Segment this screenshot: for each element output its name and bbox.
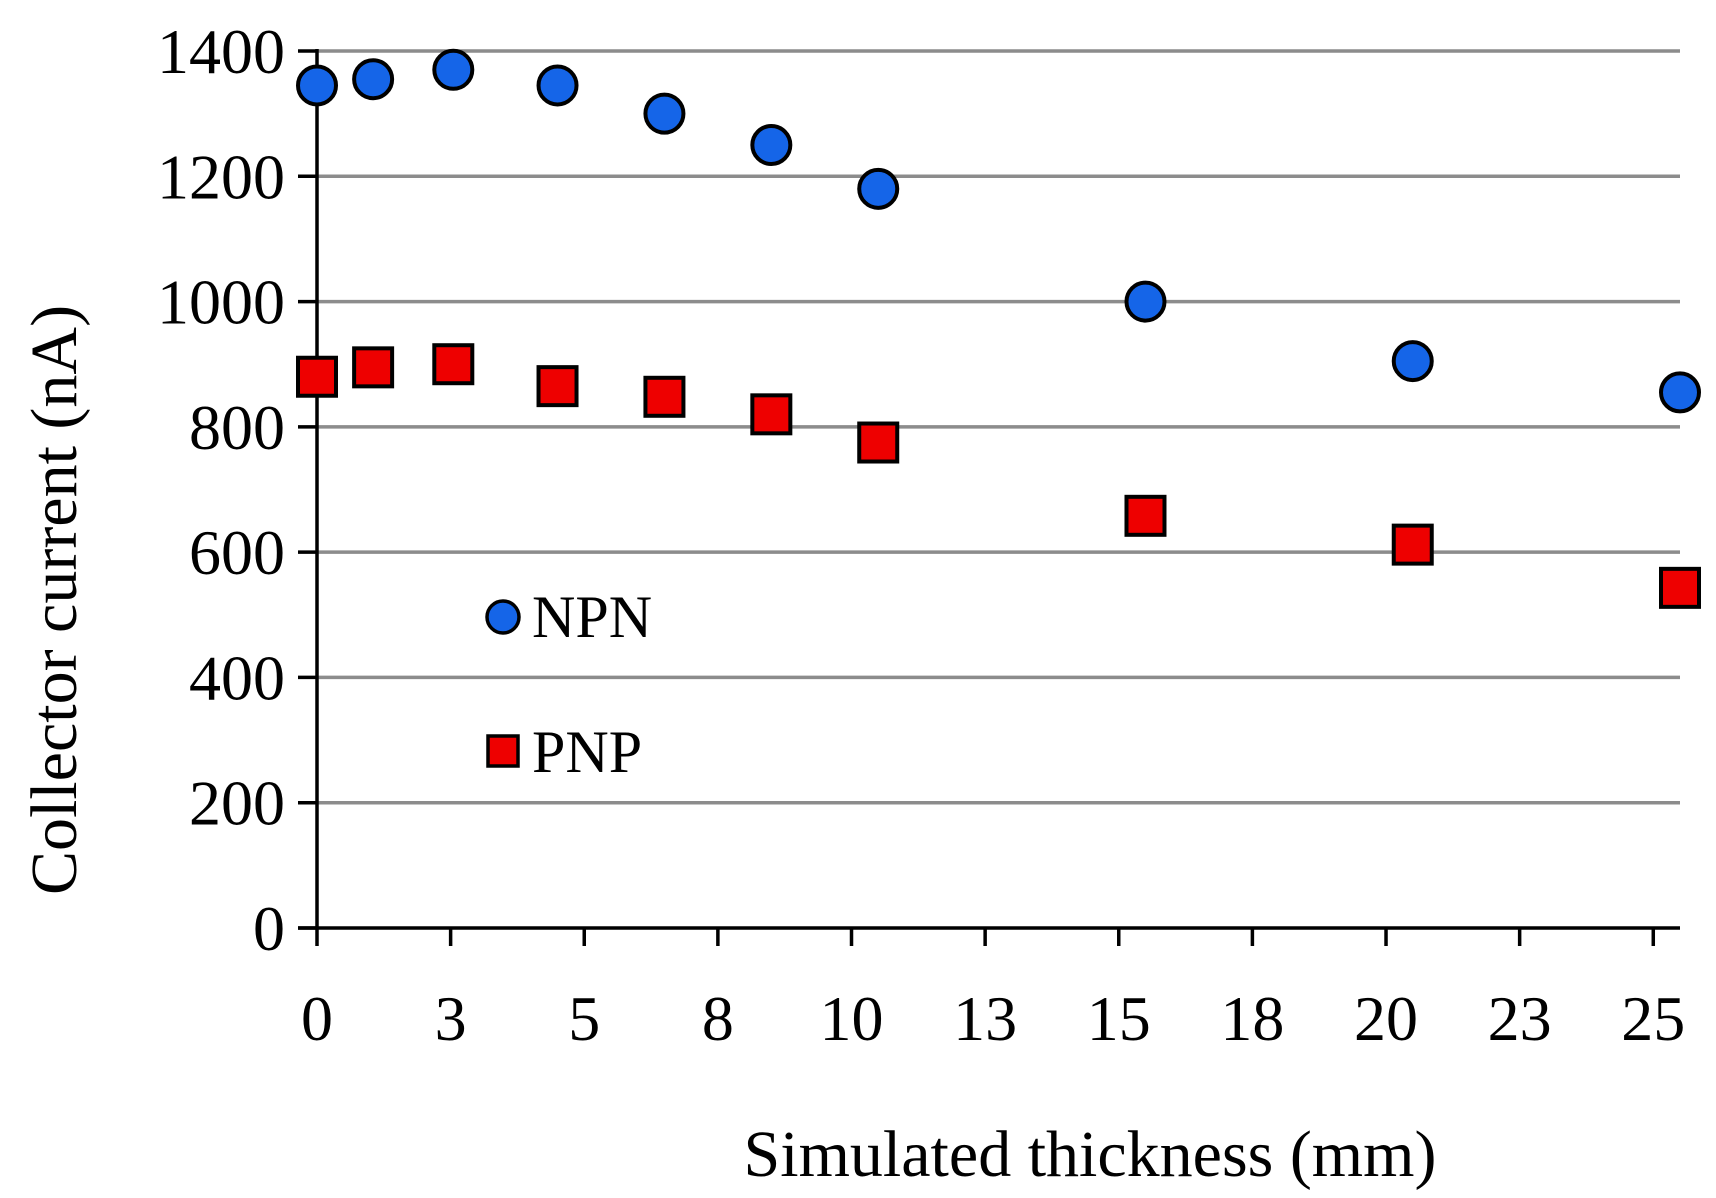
x-tick-label-8: 8 <box>702 983 734 1054</box>
pnp-point-6 <box>857 421 900 464</box>
pnp-point-4 <box>643 375 686 418</box>
y-tick-label-400: 400 <box>189 642 285 713</box>
pnp-point-2 <box>432 343 475 386</box>
y-tick-label-600: 600 <box>189 517 285 588</box>
pnp-point-5 <box>750 393 793 436</box>
x-tick-label-20: 20 <box>1354 983 1418 1054</box>
legend-pnp-label: PNP <box>532 719 642 785</box>
npn-point-1 <box>352 58 395 101</box>
x-tick-label-0: 0 <box>301 983 333 1054</box>
y-tick-label-1200: 1200 <box>157 141 285 212</box>
pnp-point-3 <box>536 365 579 408</box>
npn-point-6 <box>857 167 900 210</box>
npn-point-9 <box>1659 371 1701 414</box>
gridlines <box>317 49 1680 805</box>
data-marks <box>296 48 1701 609</box>
legend-npn-marker <box>485 599 521 635</box>
npn-point-2 <box>432 48 475 91</box>
npn-point-8 <box>1391 340 1434 383</box>
npn-point-4 <box>643 92 686 135</box>
pnp-point-8 <box>1391 523 1434 566</box>
legend-item-npn: NPN <box>485 584 652 650</box>
y-tick-label-1400: 1400 <box>157 16 285 87</box>
x-tick-label-18: 18 <box>1220 983 1284 1054</box>
pnp-point-7 <box>1124 494 1167 537</box>
x-tick-label-13: 13 <box>953 983 1017 1054</box>
legend-npn-label: NPN <box>532 584 652 650</box>
npn-point-3 <box>536 64 579 107</box>
legend-item-pnp: PNP <box>486 719 642 785</box>
npn-point-0 <box>296 64 338 107</box>
npn-point-5 <box>750 123 793 166</box>
y-tick-label-1000: 1000 <box>157 267 285 338</box>
x-tick-label-25: 25 <box>1621 983 1685 1054</box>
x-tick-label-3: 3 <box>435 983 467 1054</box>
legend: NPN PNP <box>485 584 652 785</box>
x-tick-label-15: 15 <box>1087 983 1151 1054</box>
y-tick-label-0: 0 <box>253 893 285 964</box>
pnp-point-9 <box>1659 566 1701 609</box>
pnp-point-0 <box>296 355 338 398</box>
x-axis-title: Simulated thickness (mm) <box>744 1118 1437 1191</box>
x-tick-label-23: 23 <box>1488 983 1552 1054</box>
legend-pnp-marker <box>486 734 520 768</box>
y-tick-label-200: 200 <box>189 768 285 839</box>
y-tick-label-800: 800 <box>189 392 285 463</box>
npn-point-7 <box>1124 280 1167 323</box>
x-tick-label-5: 5 <box>568 983 600 1054</box>
x-ticks: 0 3 5 8 10 13 15 18 20 23 25 <box>301 928 1685 1054</box>
axes <box>298 49 1680 930</box>
pnp-point-1 <box>352 346 395 389</box>
y-ticks: 0 200 400 600 800 1000 1200 1400 <box>157 16 317 964</box>
y-axis-title: Collector current (nA) <box>18 305 91 895</box>
x-tick-label-10: 10 <box>820 983 884 1054</box>
